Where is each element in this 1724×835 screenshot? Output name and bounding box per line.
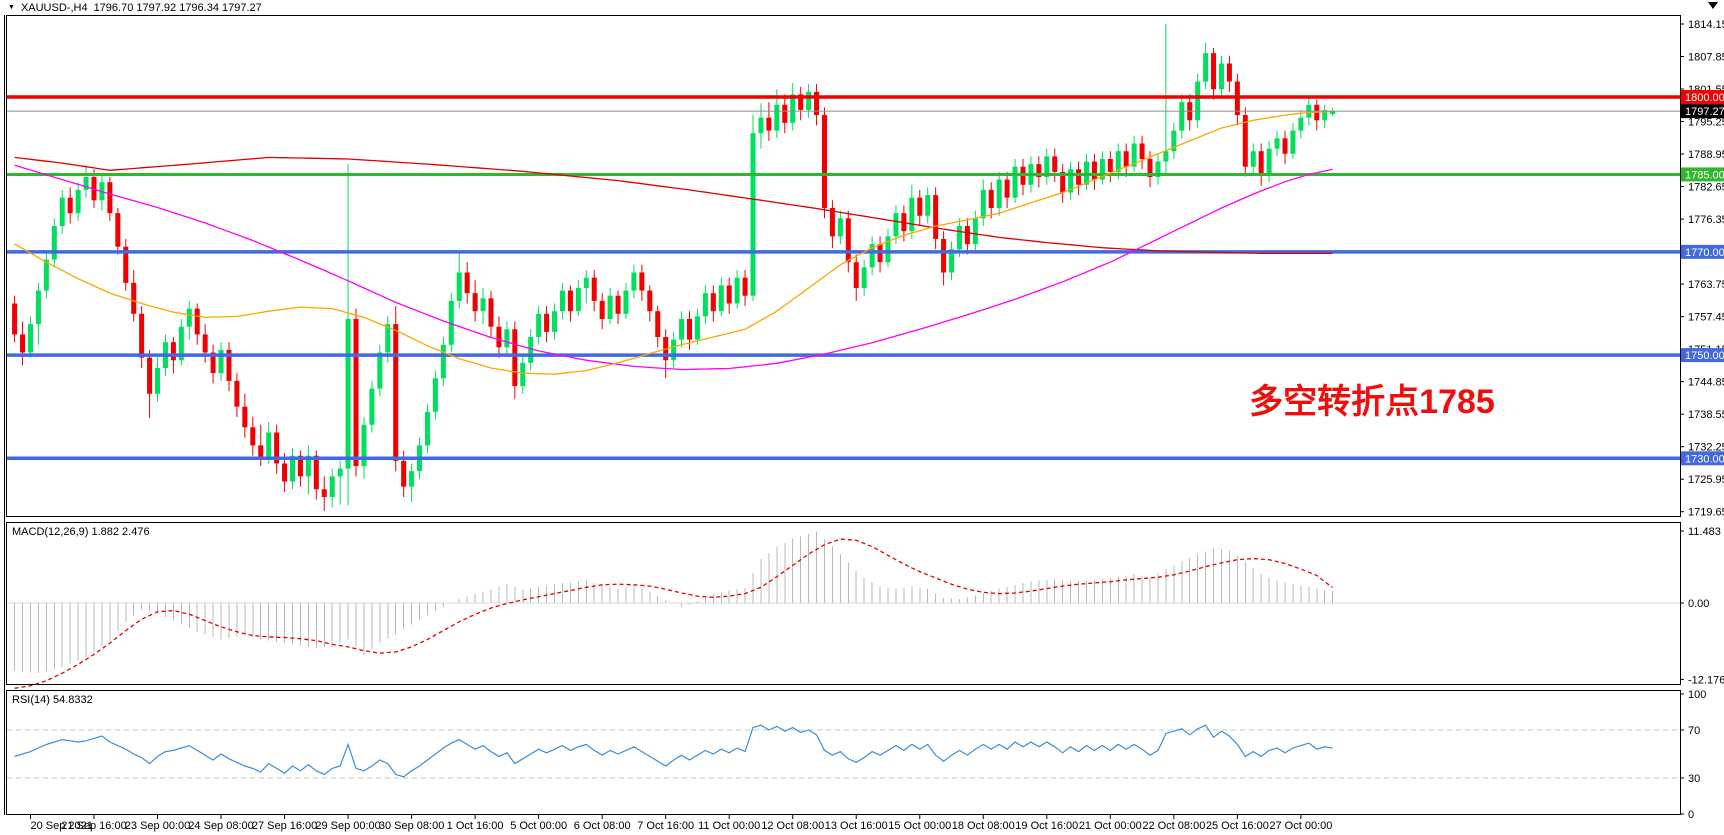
svg-text:1757.45: 1757.45 <box>1688 312 1724 324</box>
svg-text:0.00: 0.00 <box>1688 598 1709 610</box>
svg-text:1800.00: 1800.00 <box>1685 92 1724 104</box>
macd-signal-line <box>14 538 1333 689</box>
main-price-panel: 多空转折点1785 <box>7 23 1680 511</box>
chart-title-ohlc: 1796.70 1797.92 1796.34 1797.27 <box>93 1 262 14</box>
price-label-1785.00: 1785.00 <box>1681 167 1724 182</box>
svg-text:12 Oct 08:00: 12 Oct 08:00 <box>761 820 824 832</box>
svg-text:20 Sep 2021: 20 Sep 2021 <box>30 820 92 832</box>
svg-text:70: 70 <box>1688 725 1700 737</box>
svg-text:19 Oct 16:00: 19 Oct 16:00 <box>1015 820 1078 832</box>
svg-text:-12.176: -12.176 <box>1688 674 1724 686</box>
svg-text:100: 100 <box>1688 689 1706 701</box>
current-price-label: 1797.27 <box>1681 104 1724 119</box>
svg-text:15 Oct 00:00: 15 Oct 00:00 <box>888 820 951 832</box>
svg-text:25 Oct 16:00: 25 Oct 16:00 <box>1206 820 1269 832</box>
svg-text:30 Sep 08:00: 30 Sep 08:00 <box>379 820 444 832</box>
svg-text:1719.65: 1719.65 <box>1688 507 1724 519</box>
annotation-text[interactable]: 多空转折点1785 <box>1249 383 1495 421</box>
ma-fast-orange-line[interactable] <box>14 110 1333 375</box>
svg-text:1785.00: 1785.00 <box>1685 169 1724 181</box>
svg-text:1788.95: 1788.95 <box>1688 149 1724 161</box>
svg-text:5 Oct 00:00: 5 Oct 00:00 <box>510 820 567 832</box>
svg-text:21 Sep 16:00: 21 Sep 16:00 <box>61 820 126 832</box>
price-axis[interactable]: 1814.151807.851801.551795.251788.951782.… <box>1680 19 1724 519</box>
chart-shift-icon[interactable] <box>1708 2 1718 9</box>
svg-text:1795.25: 1795.25 <box>1688 117 1724 129</box>
price-label-1770.00: 1770.00 <box>1681 244 1724 259</box>
svg-text:1776.35: 1776.35 <box>1688 214 1724 226</box>
svg-text:1797.27: 1797.27 <box>1685 106 1724 118</box>
svg-text:1730.00: 1730.00 <box>1685 453 1724 465</box>
svg-text:1725.95: 1725.95 <box>1688 474 1724 486</box>
rsi-line <box>14 724 1333 778</box>
macd-label: MACD(12,26,9) 1.882 2.476 <box>12 526 150 538</box>
svg-text:1732.25: 1732.25 <box>1688 442 1724 454</box>
svg-text:30: 30 <box>1688 773 1700 785</box>
svg-text:13 Oct 16:00: 13 Oct 16:00 <box>825 820 888 832</box>
svg-text:29 Sep 00:00: 29 Sep 00:00 <box>315 820 380 832</box>
chart-title-symbol: XAUUSD-,H4 <box>20 1 88 14</box>
macd-panel: MACD(12,26,9) 1.882 2.476 11.483 0.00 -12.1… <box>7 526 1724 689</box>
svg-text:1 Oct 16:00: 1 Oct 16:00 <box>447 820 504 832</box>
svg-text:7 Oct 16:00: 7 Oct 16:00 <box>637 820 694 832</box>
svg-text:1814.15: 1814.15 <box>1688 19 1724 31</box>
svg-text:24 Sep 08:00: 24 Sep 08:00 <box>188 820 253 832</box>
macd-histogram <box>14 531 1334 674</box>
ma-medium-magenta-line[interactable] <box>14 164 1333 371</box>
svg-text:27 Sep 16:00: 27 Sep 16:00 <box>252 820 317 832</box>
price-label-1730.00: 1730.00 <box>1681 451 1724 466</box>
price-label-1800.00: 1800.00 <box>1681 90 1724 105</box>
svg-text:27 Oct 00:00: 27 Oct 00:00 <box>1269 820 1332 832</box>
svg-text:6 Oct 08:00: 6 Oct 08:00 <box>574 820 631 832</box>
svg-text:22 Oct 08:00: 22 Oct 08:00 <box>1142 820 1205 832</box>
candlestick-series <box>12 23 1336 511</box>
svg-text:1738.55: 1738.55 <box>1688 409 1724 421</box>
svg-text:1750.00: 1750.00 <box>1685 350 1724 362</box>
ma-slow-red-line[interactable] <box>14 156 1333 255</box>
svg-text:1744.85: 1744.85 <box>1688 377 1724 389</box>
symbol-dropdown-icon[interactable]: ▼ <box>8 4 15 11</box>
rsi-label: RSI(14) 54.8332 <box>12 694 93 706</box>
svg-text:1782.65: 1782.65 <box>1688 182 1724 194</box>
svg-text:1770.00: 1770.00 <box>1685 247 1724 259</box>
svg-text:18 Oct 08:00: 18 Oct 08:00 <box>952 820 1015 832</box>
svg-text:21 Oct 00:00: 21 Oct 00:00 <box>1079 820 1142 832</box>
svg-text:11.483: 11.483 <box>1688 526 1721 538</box>
svg-text:11 Oct 00:00: 11 Oct 00:00 <box>698 820 760 832</box>
price-label-1750.00: 1750.00 <box>1681 348 1724 363</box>
svg-text:1763.75: 1763.75 <box>1688 279 1724 291</box>
chart-titlebar: ▼ XAUUSD-,H4 1796.70 1797.92 1796.34 179… <box>0 0 1724 15</box>
svg-text:0: 0 <box>1688 809 1694 821</box>
svg-text:23 Sep 00:00: 23 Sep 00:00 <box>125 820 190 832</box>
rsi-panel: RSI(14) 54.8332 100 70 30 0 <box>7 689 1706 821</box>
svg-text:1807.85: 1807.85 <box>1688 52 1724 64</box>
